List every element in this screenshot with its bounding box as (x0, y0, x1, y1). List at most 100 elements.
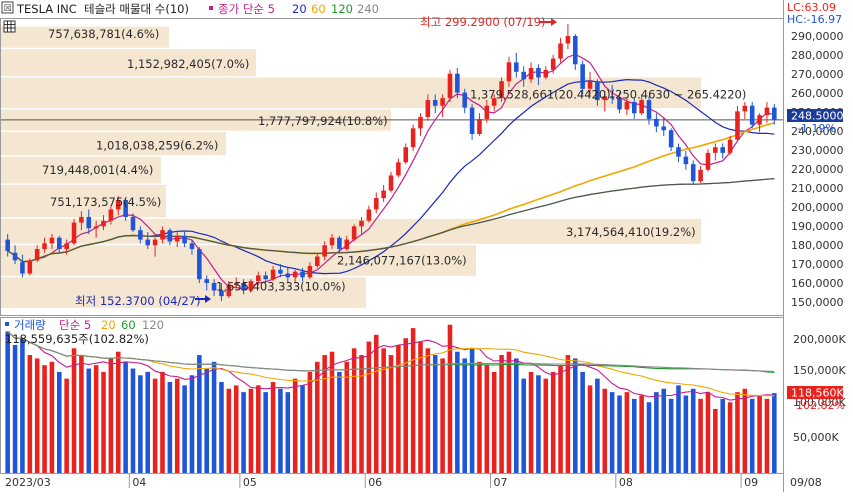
volume-bar (34, 358, 40, 473)
volume-bar (337, 371, 342, 473)
volume-bar (550, 371, 556, 473)
candle-body (351, 226, 357, 240)
stock-name: TESLA INC (16, 2, 77, 16)
volume-profile-label: 3,174,564,410(19.2%) (566, 225, 696, 239)
volume-bar (388, 355, 394, 473)
volume-y-tick: 50,000K (793, 431, 839, 444)
grid-toggle-icon[interactable] (3, 20, 16, 33)
volume-bar (160, 371, 165, 473)
high-price-label: 최고 299.2900 (07/19) (420, 15, 545, 29)
candle-body (359, 220, 364, 227)
candle-body (683, 156, 689, 165)
candlestick (499, 77, 504, 102)
candle-body (410, 128, 416, 148)
volume-bar (366, 341, 372, 473)
volume-bar (101, 371, 106, 473)
y-tick-label: 290,0000 (791, 30, 844, 43)
candlestick (565, 24, 571, 50)
candle-body (101, 220, 106, 227)
candle-body (403, 147, 409, 163)
volume-bar (432, 355, 438, 473)
volume-bar (211, 361, 217, 473)
candle-body (373, 198, 379, 210)
candlestick (285, 267, 291, 283)
volume-bar (491, 371, 497, 473)
candle-body (639, 100, 644, 114)
candlestick (197, 247, 202, 283)
candlestick (683, 150, 689, 170)
candle-body (491, 98, 497, 106)
candle-body (123, 199, 128, 217)
volume-bar (42, 365, 47, 473)
candle-body (469, 107, 475, 135)
volume-bar (440, 358, 445, 473)
candle-body (396, 162, 401, 176)
candlestick (690, 160, 696, 185)
candlestick (388, 171, 394, 193)
candlestick (5, 233, 10, 257)
candlestick (322, 241, 327, 261)
volume-profile-band (1, 156, 161, 184)
candlestick (351, 224, 357, 242)
candlestick (64, 239, 69, 255)
volume-profile-label: 1,777,797,924(10.8%) (258, 114, 388, 128)
candle-body (676, 147, 681, 157)
volume-bar (573, 358, 578, 473)
low-arrow-icon (195, 295, 211, 303)
candle-body (189, 243, 195, 250)
chart-settings-icon[interactable] (1, 1, 14, 14)
candlestick (49, 233, 55, 250)
candlestick (145, 232, 151, 250)
candlestick (742, 101, 748, 119)
volume-bar (455, 351, 460, 473)
volume-value-tag (787, 386, 843, 399)
volume-bar (182, 385, 187, 473)
candlestick (79, 211, 84, 231)
volume-profile-label: 1,379,528,661(20.4420)(250.4630 ~ 265.42… (470, 87, 746, 101)
candlestick (580, 60, 585, 95)
x-tick-label: 04 (132, 476, 146, 489)
x-tick-label: 07 (494, 476, 508, 489)
volume-bar (661, 388, 667, 473)
candle-body (5, 239, 10, 251)
volume-bar (690, 388, 696, 473)
candlestick (558, 37, 563, 63)
candle-body (661, 126, 667, 131)
x-tick-label: 08 (619, 476, 633, 489)
volume-profile-label: 1,655,403,333(10.0%) (216, 280, 346, 294)
candle-body (292, 271, 298, 278)
candlestick (484, 100, 490, 123)
y-tick-label: 280,0000 (791, 49, 844, 62)
candle-body (521, 71, 526, 80)
candlestick (189, 239, 195, 255)
volume-bar (403, 338, 409, 473)
candle-body (204, 279, 209, 283)
candlestick (425, 94, 431, 121)
candlestick (720, 143, 725, 159)
volume-bar (5, 331, 10, 473)
volume-bar (713, 408, 718, 473)
candle-body (270, 269, 276, 280)
volume-y-tick: 100,000K (793, 396, 846, 409)
candlestick (57, 235, 62, 253)
volume-bar (580, 371, 585, 473)
volume-profile-label: 2,146,077,167(13.0%) (337, 253, 467, 267)
candle-body (631, 101, 637, 114)
volume-bar (742, 388, 748, 473)
volume-bar (344, 361, 350, 473)
candlestick (735, 105, 740, 142)
candle-body (79, 216, 84, 223)
volume-bar (27, 355, 33, 473)
candlestick (344, 235, 350, 251)
volume-profile-band (1, 132, 226, 156)
candlestick (241, 279, 246, 295)
candlestick (455, 68, 460, 99)
candle-body (757, 115, 762, 125)
candlestick (595, 79, 600, 106)
volume-bar (381, 348, 386, 473)
volume-bar (462, 358, 467, 473)
x-tick-label: 06 (368, 476, 382, 489)
x-axis: 2023/03 04 05 06 07 08 09 (5, 476, 758, 489)
candlestick (263, 271, 268, 283)
